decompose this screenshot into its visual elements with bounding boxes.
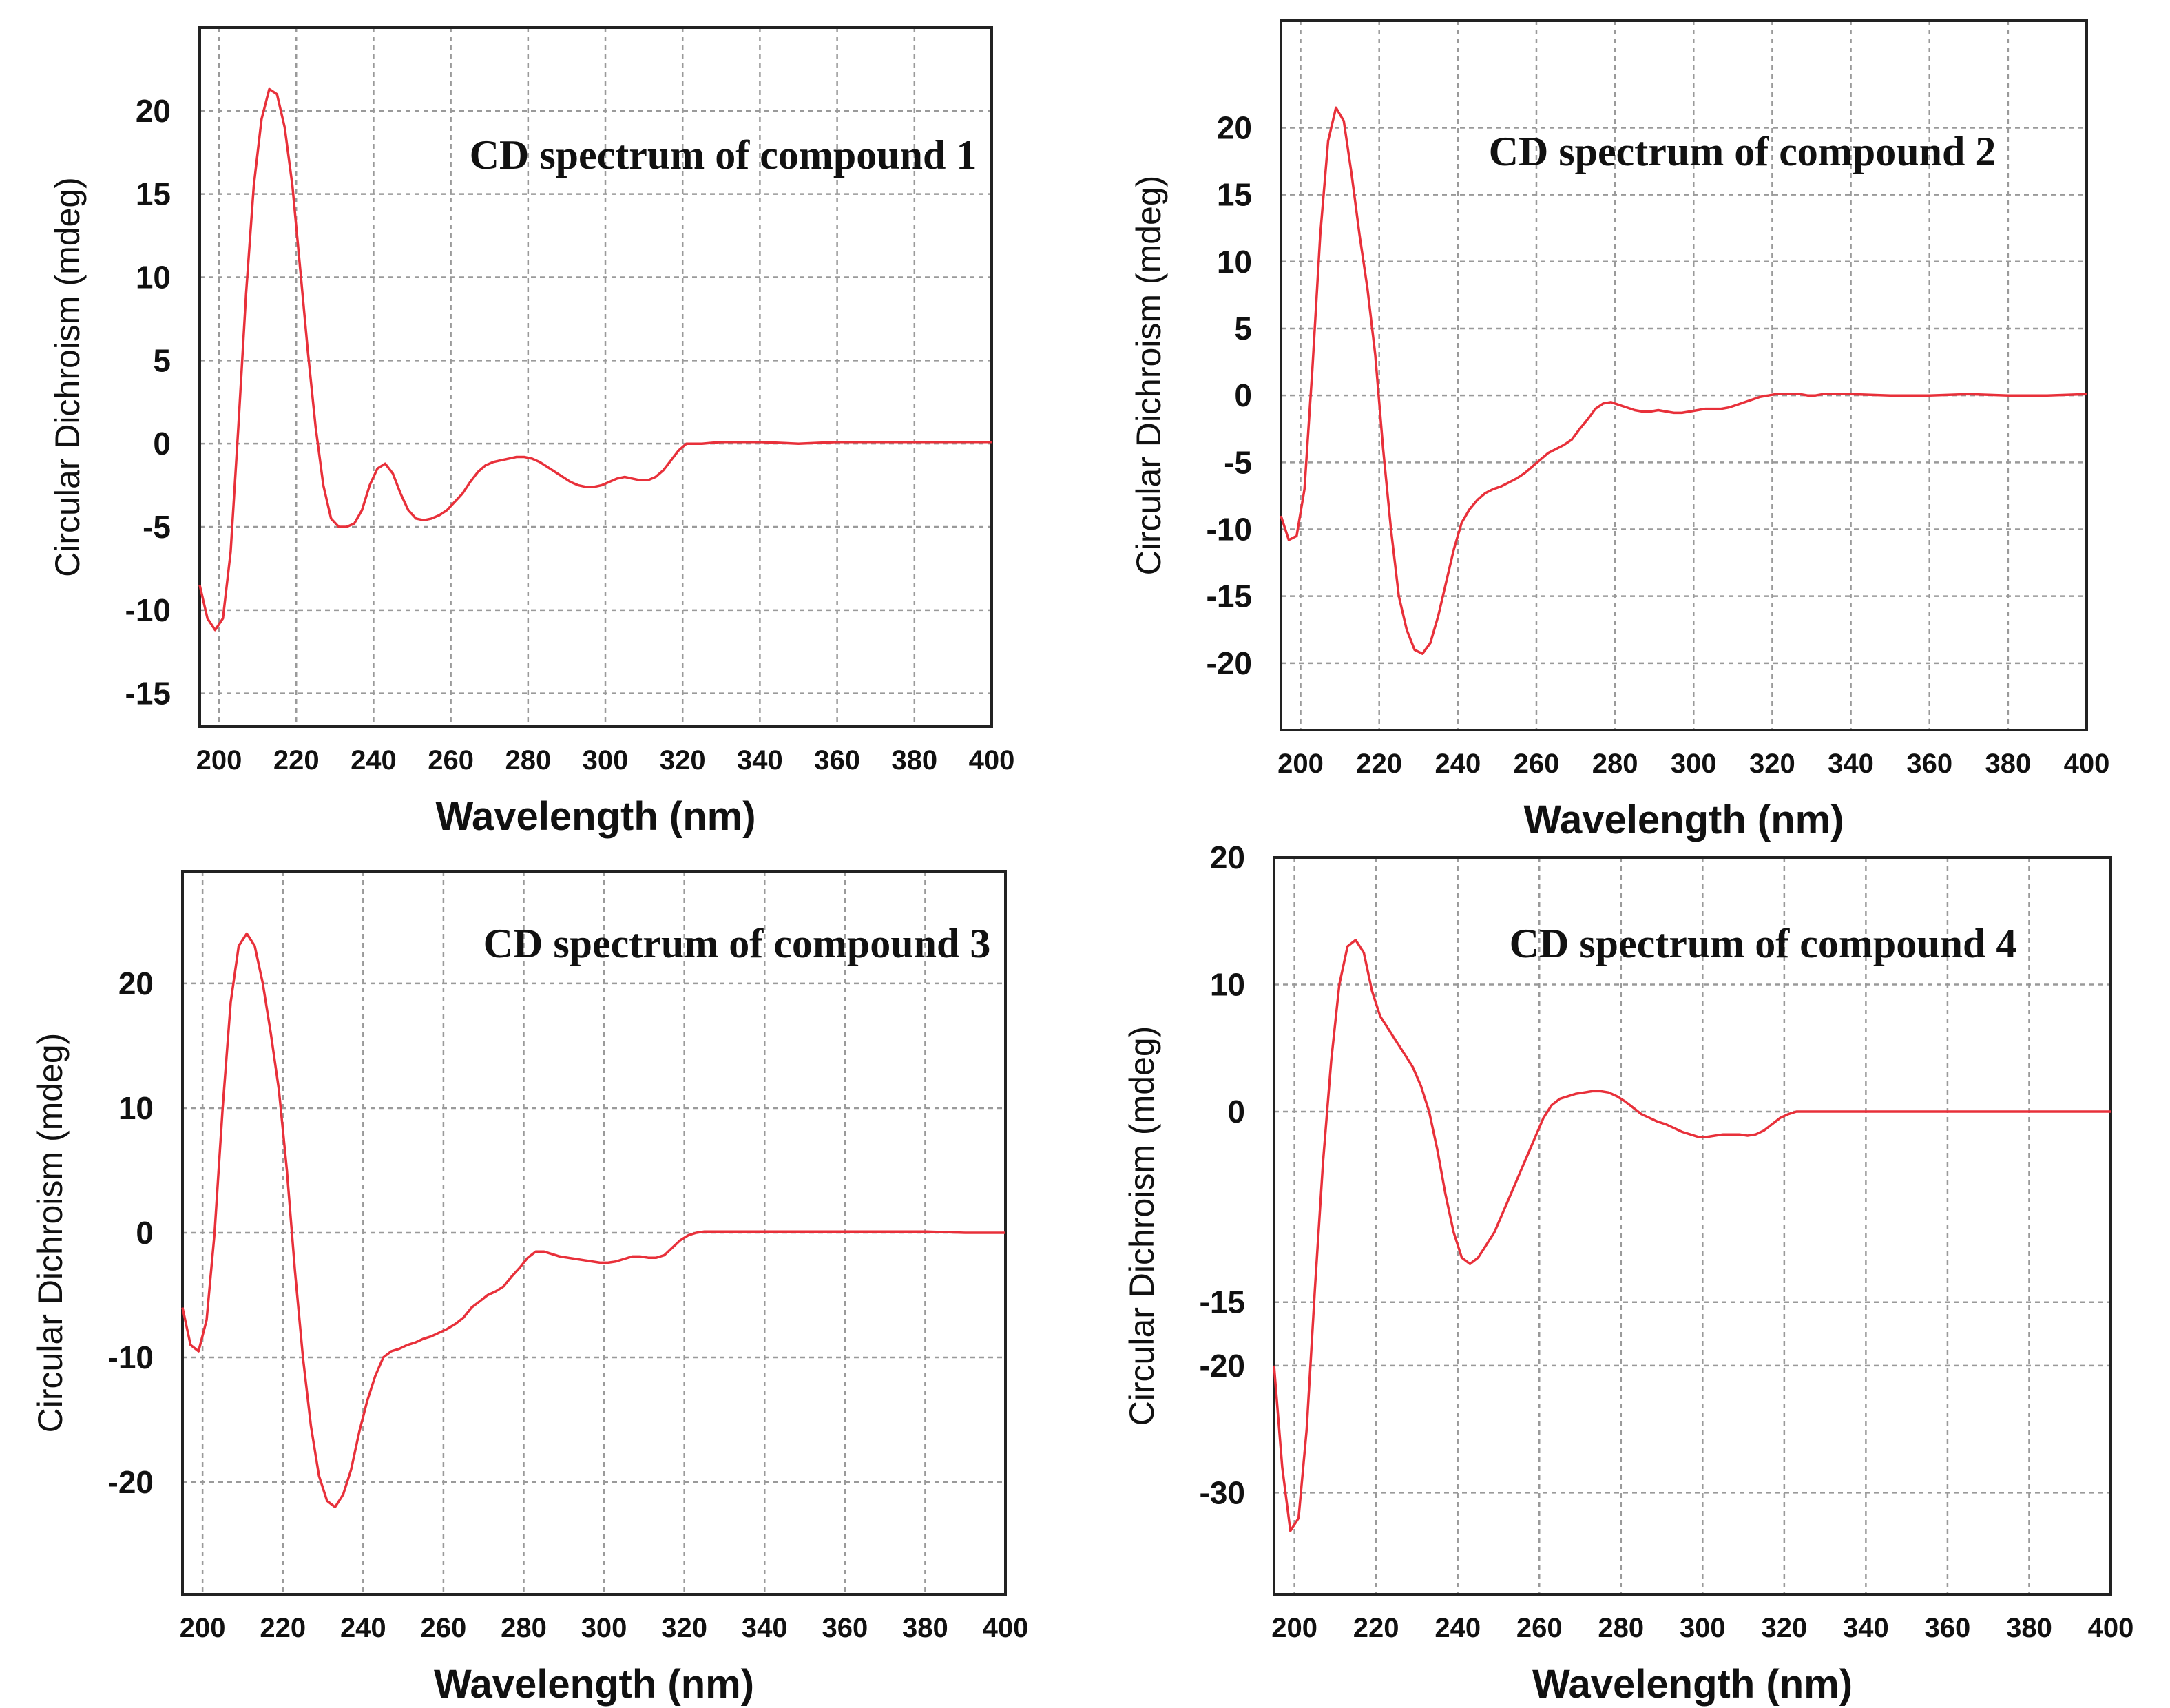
- x-tick-label: 400: [983, 1613, 1029, 1643]
- y-tick-label: 20: [1210, 840, 1245, 875]
- series-line-compound-4: [1273, 939, 2111, 1532]
- x-tick-label: 320: [1749, 749, 1795, 779]
- y-tick-label: 20: [136, 93, 171, 129]
- x-tick-label: 360: [1906, 749, 1952, 779]
- chart-title: CD spectrum of compound 4: [1510, 921, 2017, 966]
- x-tick-label: 400: [2064, 749, 2110, 779]
- plot-area: [1281, 21, 2087, 730]
- x-tick-label: 360: [822, 1613, 868, 1643]
- y-axis-title: Circular Dichroism (mdeg): [1129, 176, 1168, 576]
- x-tick-label: 280: [501, 1613, 547, 1643]
- y-tick-label: 5: [153, 342, 171, 378]
- y-tick-label: -20: [1207, 645, 1252, 681]
- y-tick-label: 10: [136, 260, 171, 295]
- chart-title: CD spectrum of compound 1: [470, 132, 977, 178]
- series-line-compound-2: [1280, 106, 2087, 655]
- x-tick-label: 220: [1356, 749, 1402, 779]
- y-tick-label: -15: [125, 676, 171, 711]
- chart-panel-3: 200 220 240 260 280 300 320 340 360 380 400 -20 -10 0…: [31, 870, 1029, 1707]
- x-tick-label: 240: [351, 745, 397, 775]
- y-tick-label: -30: [1200, 1475, 1245, 1510]
- x-tick-label: 240: [340, 1613, 386, 1643]
- x-axis-title: Wavelength (nm): [1523, 798, 1844, 842]
- y-tick-label: -5: [143, 509, 171, 545]
- x-tick-label: 340: [1843, 1613, 1889, 1643]
- x-tick-label: 260: [428, 745, 474, 775]
- x-tick-label: 320: [661, 1613, 707, 1643]
- x-tick-label: 280: [505, 745, 551, 775]
- y-tick-label: -10: [1207, 511, 1252, 547]
- y-tick-label: -10: [108, 1340, 154, 1375]
- chart-title: CD spectrum of compound 3: [483, 921, 991, 966]
- x-tick-label: 340: [742, 1613, 788, 1643]
- x-tick-label: 380: [1985, 749, 2031, 779]
- x-tick-label: 200: [196, 745, 242, 775]
- y-axis-title: Circular Dichroism (mdeg): [1123, 1026, 1161, 1426]
- y-tick-label: 15: [136, 176, 171, 212]
- chart-title: CD spectrum of compound 2: [1489, 129, 1996, 174]
- x-tick-label: 400: [2088, 1613, 2134, 1643]
- x-tick-label: 360: [814, 745, 860, 775]
- x-tick-label: 380: [902, 1613, 948, 1643]
- x-tick-label: 340: [1828, 749, 1874, 779]
- x-tick-label: 400: [969, 745, 1015, 775]
- series-line-compound-3: [181, 932, 1005, 1509]
- y-tick-label: 5: [1234, 311, 1252, 346]
- y-axis-title: Circular Dichroism (mdeg): [31, 1033, 70, 1433]
- x-axis-title: Wavelength (nm): [435, 794, 755, 839]
- x-tick-label: 200: [180, 1613, 226, 1643]
- y-axis-title: Circular Dichroism (mdeg): [48, 177, 87, 577]
- x-tick-label: 300: [581, 1613, 627, 1643]
- x-tick-label: 280: [1592, 749, 1638, 779]
- y-tick-label: 15: [1217, 177, 1252, 213]
- y-tick-label: 20: [118, 966, 154, 1001]
- y-tick-label: -20: [1200, 1348, 1245, 1384]
- x-tick-label: 220: [260, 1613, 306, 1643]
- x-tick-label: 280: [1598, 1613, 1644, 1643]
- x-tick-label: 380: [2006, 1613, 2052, 1643]
- y-tick-label: 0: [1234, 377, 1252, 413]
- x-tick-label: 320: [1761, 1613, 1807, 1643]
- chart-panel-4: 200 220 240 260 280 300 320 340 360 380 400-30-20-…: [1123, 840, 2134, 1707]
- x-tick-label: 220: [1353, 1613, 1399, 1643]
- y-tick-label: 0: [136, 1215, 154, 1251]
- y-tick-label: -15: [1207, 579, 1252, 614]
- y-tick-label: 20: [1217, 110, 1252, 145]
- y-tick-label: -5: [1224, 444, 1252, 480]
- x-axis-title: Wavelength (nm): [1532, 1662, 1853, 1707]
- plot-frame: [1280, 19, 2088, 731]
- chart-panel-2: 200 220 240 260 280 300 320 340 360 380 400-20-15-…: [1129, 19, 2110, 842]
- x-tick-label: 260: [1514, 749, 1560, 779]
- y-tick-label: 0: [153, 426, 171, 461]
- x-tick-label: 300: [1680, 1613, 1726, 1643]
- plot-frame: [198, 26, 993, 728]
- x-axis-title: Wavelength (nm): [434, 1662, 754, 1707]
- y-tick-label: -15: [1200, 1284, 1245, 1320]
- x-tick-label: 200: [1277, 749, 1324, 779]
- x-tick-label: 320: [660, 745, 706, 775]
- plot-frame: [1273, 856, 2112, 1596]
- x-tick-label: 240: [1435, 749, 1481, 779]
- y-tick-label: 10: [1217, 244, 1252, 280]
- y-tick-label: 10: [118, 1090, 154, 1126]
- chart-panel-1: 200 220 240 260 280 300 320 340 360 380 400-15-10-…: [48, 26, 1015, 839]
- x-tick-label: 300: [1671, 749, 1717, 779]
- x-tick-label: 200: [1271, 1613, 1317, 1643]
- y-tick-label: 0: [1227, 1094, 1245, 1129]
- x-tick-label: 340: [737, 745, 783, 775]
- y-tick-label: -20: [108, 1464, 154, 1500]
- x-tick-label: 380: [891, 745, 937, 775]
- x-tick-label: 220: [273, 745, 320, 775]
- series-line-compound-1: [198, 87, 992, 632]
- y-tick-label: 10: [1210, 966, 1245, 1002]
- x-tick-label: 260: [1516, 1613, 1563, 1643]
- x-tick-label: 260: [421, 1613, 467, 1643]
- y-tick-label: -10: [125, 592, 171, 628]
- x-tick-label: 360: [1925, 1613, 1971, 1643]
- plot-area: [1274, 857, 2111, 1594]
- x-tick-label: 300: [583, 745, 629, 775]
- x-tick-label: 240: [1435, 1613, 1481, 1643]
